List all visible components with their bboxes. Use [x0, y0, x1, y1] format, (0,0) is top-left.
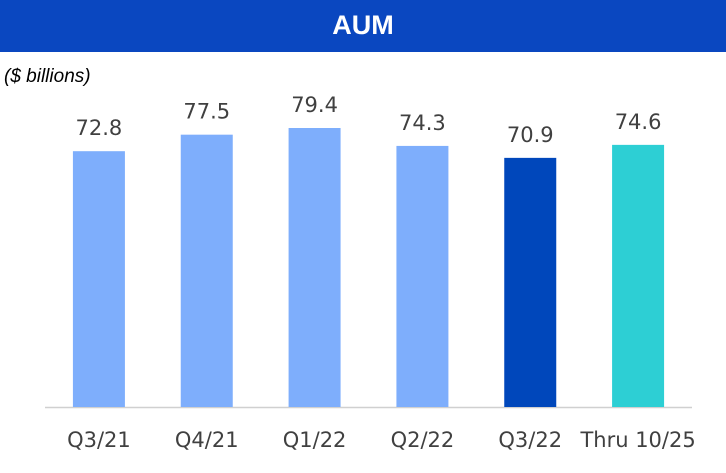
value-label: 79.4	[291, 93, 338, 117]
bar	[180, 134, 233, 407]
value-label: 72.8	[76, 116, 123, 140]
bar	[72, 151, 125, 407]
value-label: 74.6	[615, 110, 662, 134]
value-label: 74.3	[399, 111, 446, 135]
chart-subtitle: ($ billions)	[4, 66, 91, 87]
bar	[288, 128, 341, 407]
x-tick-label: Q1/22	[283, 428, 347, 452]
x-tick-label: Q3/22	[498, 428, 562, 452]
bar	[612, 144, 665, 407]
x-tick-label: Q4/21	[175, 428, 239, 452]
title-banner	[0, 0, 726, 52]
bar	[396, 145, 449, 407]
x-tick-label: Q3/21	[67, 428, 131, 452]
x-tick-label: Thru 10/25	[579, 428, 695, 452]
value-label: 77.5	[183, 100, 230, 124]
x-tick-label: Q2/22	[391, 428, 455, 452]
value-label: 70.9	[507, 123, 554, 147]
bar	[504, 157, 557, 407]
chart-title: AUM	[332, 10, 394, 40]
